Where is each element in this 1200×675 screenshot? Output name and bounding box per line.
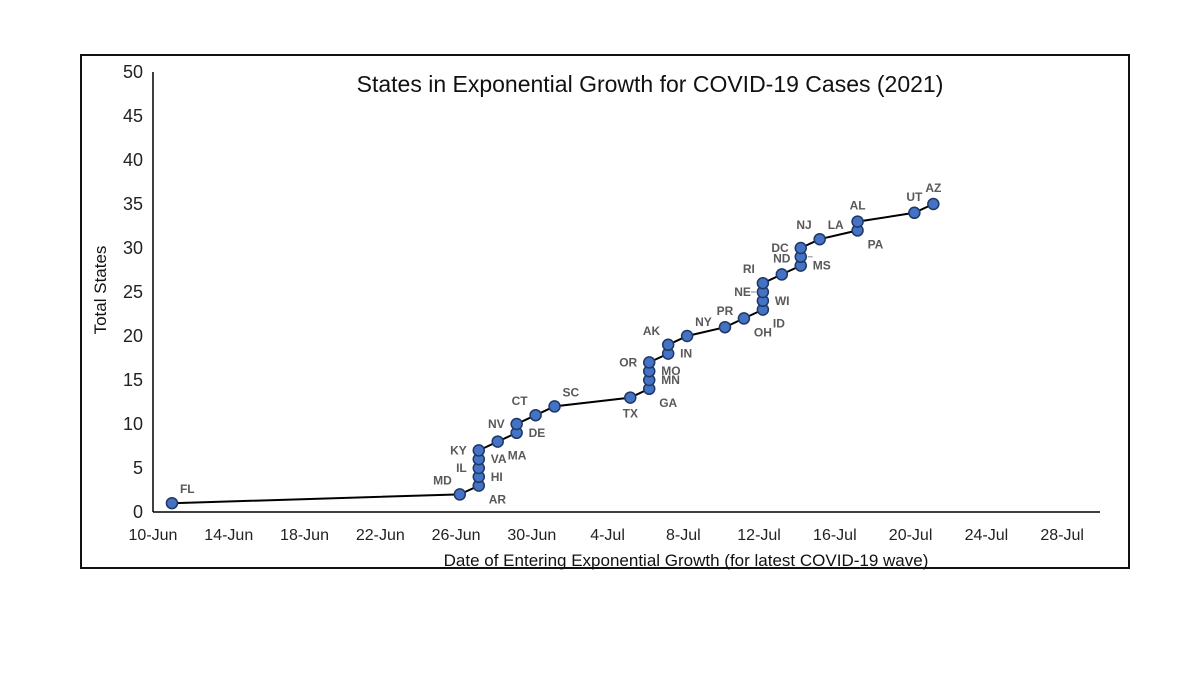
x-tick-label: 28-Jul (1040, 527, 1084, 544)
point-label: OR (619, 355, 637, 369)
data-points (165, 197, 940, 510)
x-tick-label: 22-Jun (356, 527, 405, 544)
point-label: NJ (796, 218, 811, 232)
point-label: AL (850, 199, 866, 213)
data-point (529, 408, 542, 422)
x-tick-label: 4-Jul (590, 527, 625, 544)
data-point (851, 215, 864, 228)
data-point (737, 312, 751, 325)
x-tick-label: 24-Jul (965, 527, 1009, 544)
x-tick-label: 12-Jul (737, 527, 781, 544)
point-label: ND (773, 251, 791, 265)
x-tick-label: 20-Jul (889, 527, 933, 544)
point-label: VA (491, 452, 507, 466)
series-line (171, 203, 934, 505)
point-label: SC (563, 385, 580, 399)
point-label: CT (512, 394, 529, 408)
axes (152, 72, 1100, 513)
point-label: MD (433, 473, 452, 487)
data-point (680, 329, 694, 343)
x-tick-label: 8-Jul (666, 527, 701, 544)
chart-title: States in Exponential Growth for COVID-1… (357, 71, 944, 97)
point-label: ID (773, 317, 785, 331)
y-axis-label: Total States (91, 246, 110, 335)
point-label: PR (717, 304, 734, 318)
chart-frame (80, 54, 1130, 569)
x-tick-label: 18-Jun (280, 527, 329, 544)
y-tick-label: 25 (123, 282, 143, 302)
point-label: KY (450, 443, 467, 457)
y-tick-label: 40 (123, 150, 143, 170)
data-point (472, 444, 486, 457)
x-ticks: 10-Jun 14-Jun 18-Jun 22-Jun 26-Jun 30-Jun 4-Ju… (129, 527, 1084, 544)
y-ticks: 0 5 10 15 20 25 30 35 40 45 50 (123, 62, 143, 522)
point-label: MN (661, 373, 680, 387)
y-tick-label: 15 (123, 370, 143, 390)
point-label: HI (491, 470, 503, 484)
data-point (661, 338, 675, 352)
data-point (165, 496, 179, 510)
data-point (510, 417, 523, 431)
data-point (813, 232, 826, 246)
data-point (642, 356, 656, 369)
point-label: AR (489, 493, 507, 507)
x-tick-label: 26-Jun (432, 527, 481, 544)
data-point (453, 488, 467, 501)
x-tick-label: 30-Jun (507, 527, 556, 544)
point-label: IN (680, 347, 692, 361)
point-label: NY (695, 315, 712, 329)
point-label: RI (743, 262, 755, 276)
data-point (794, 241, 807, 255)
data-point (756, 276, 770, 290)
x-axis-label: Date of Entering Exponential Growth (for… (444, 551, 929, 570)
leader-lines (750, 256, 813, 293)
point-label: OH (754, 325, 772, 339)
point-label: UT (906, 190, 923, 204)
point-label: NV (488, 417, 505, 431)
point-label: AZ (925, 181, 941, 195)
y-tick-label: 50 (123, 62, 143, 82)
y-tick-label: 0 (133, 502, 143, 522)
data-point (548, 400, 561, 413)
data-point (624, 391, 637, 404)
point-label: IL (456, 461, 467, 475)
point-label: PA (868, 237, 884, 251)
y-tick-label: 35 (123, 194, 143, 214)
point-label: TX (623, 407, 638, 421)
data-point (927, 197, 940, 211)
y-tick-label: 20 (123, 326, 143, 346)
point-label: DC (771, 241, 789, 255)
point-label: LA (828, 218, 844, 232)
point-label: NE (734, 285, 751, 299)
data-point (775, 268, 789, 281)
y-tick-label: 5 (133, 458, 143, 478)
point-label: AK (643, 324, 661, 338)
y-tick-label: 30 (123, 238, 143, 258)
data-point (908, 206, 921, 220)
y-tick-label: 10 (123, 414, 143, 434)
data-point (718, 320, 732, 334)
x-tick-label: 16-Jul (813, 527, 857, 544)
point-label: MO (661, 364, 680, 378)
x-tick-label: 14-Jun (204, 527, 253, 544)
point-label: MS (813, 259, 831, 273)
data-point (491, 435, 504, 448)
point-label: WI (775, 294, 790, 308)
point-label: DE (529, 426, 546, 440)
point-label: FL (180, 482, 195, 496)
y-tick-label: 45 (123, 106, 143, 126)
x-tick-label: 10-Jun (129, 527, 178, 544)
point-label: GA (659, 396, 677, 410)
point-label: MA (508, 449, 527, 463)
